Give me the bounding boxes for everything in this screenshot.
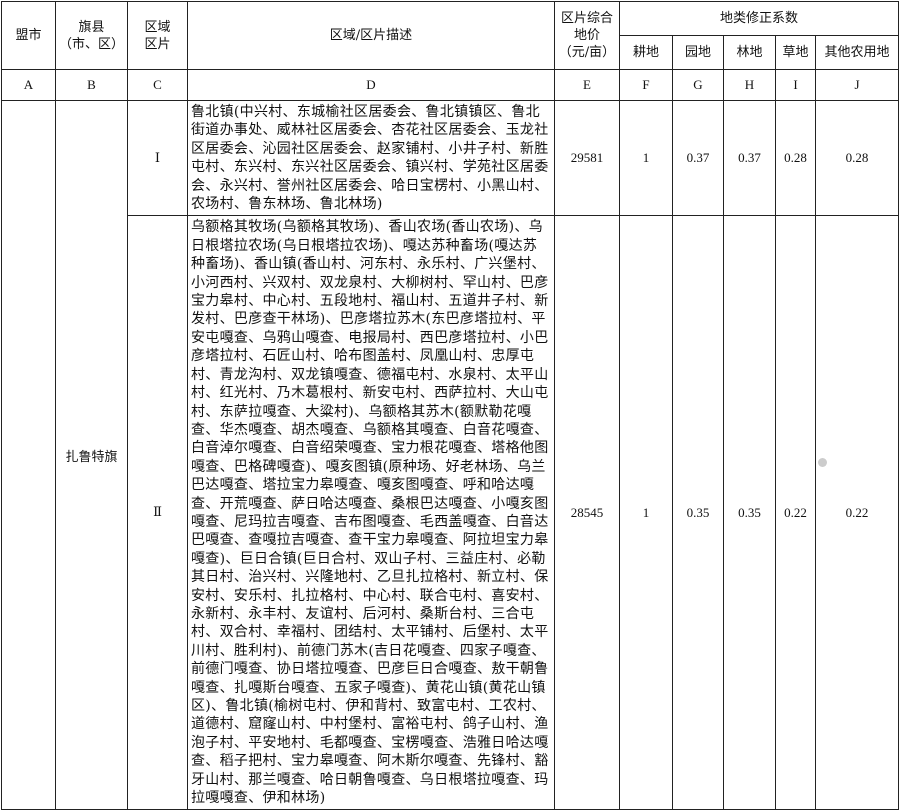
table-row: Ⅱ 乌额格其牧场(乌额格其牧场)、香山农场(香山农场)、乌日根塔拉农场(乌日根塔…: [2, 215, 900, 810]
header-banner-county: 旗县 （市、区）: [55, 1, 128, 70]
farmland-cell: 1: [619, 215, 673, 810]
header-farmland: 耕地: [619, 35, 673, 70]
letter-cell: B: [55, 69, 128, 101]
header-grass: 草地: [775, 35, 816, 70]
header-forest: 林地: [723, 35, 776, 70]
header-league-city: 盟市: [1, 1, 56, 70]
description-cell: 鲁北镇(中兴村、东城榆社区居委会、鲁北镇镇区、鲁北街道办事处、威林社区居委会、杏…: [187, 99, 555, 217]
letter-row: A B C D E F G H I J: [1, 69, 900, 101]
county-cell: 扎鲁特旗: [55, 99, 128, 810]
forest-cell: 0.35: [723, 215, 776, 810]
letter-cell: A: [1, 69, 56, 101]
price-cell: 29581: [554, 99, 620, 217]
header-correction: 地类修正系数: [618, 1, 900, 36]
letter-cell: D: [187, 69, 555, 101]
header-garden: 园地: [672, 35, 724, 70]
farmland-cell: 1: [619, 99, 673, 217]
zone-cell: Ⅱ: [127, 215, 188, 810]
other-cell: 0.28: [814, 99, 900, 217]
letter-cell: C: [127, 69, 188, 101]
header-price: 区片综合 地价 （元/亩）: [554, 1, 620, 70]
grass-cell: 0.28: [775, 99, 816, 217]
zone-cell: Ⅰ: [127, 99, 188, 217]
forest-cell: 0.37: [723, 99, 776, 217]
description-cell: 乌额格其牧场(乌额格其牧场)、香山农场(香山农场)、乌日根塔拉农场(乌日根塔拉农…: [187, 215, 555, 810]
letter-cell: G: [672, 69, 724, 101]
grass-cell: 0.22: [775, 215, 816, 810]
other-cell: 0.22: [814, 215, 900, 810]
letter-cell: E: [554, 69, 620, 101]
header-description: 区域/区片描述: [187, 1, 555, 70]
garden-cell: 0.35: [672, 215, 724, 810]
header-zone: 区域 区片: [127, 1, 188, 70]
letter-cell: F: [619, 69, 673, 101]
scan-smudge: [818, 458, 827, 467]
letter-cell: H: [723, 69, 776, 101]
letter-cell: J: [814, 69, 900, 101]
garden-cell: 0.37: [672, 99, 724, 217]
header-other: 其他农用地: [814, 35, 900, 70]
price-cell: 28545: [554, 215, 620, 810]
table-row: 扎鲁特旗 Ⅰ 鲁北镇(中兴村、东城榆社区居委会、鲁北镇镇区、鲁北街道办事处、威林…: [1, 99, 900, 810]
league-city-cell: [1, 99, 56, 810]
letter-cell: I: [775, 69, 816, 101]
